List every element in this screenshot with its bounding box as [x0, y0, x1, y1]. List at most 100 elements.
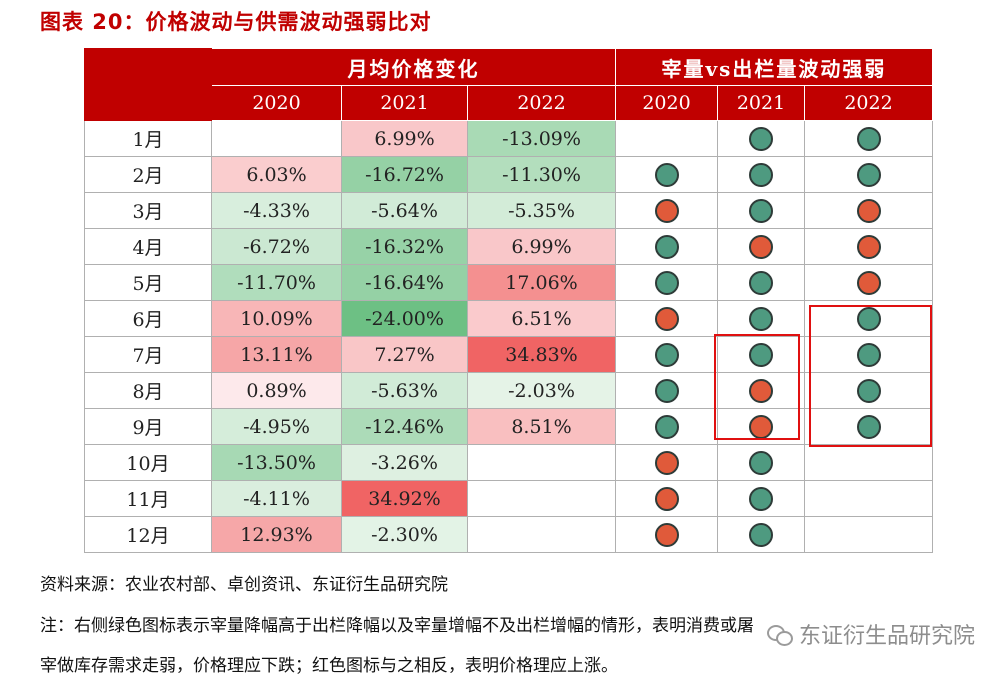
green-circle-icon	[654, 234, 679, 259]
supply-strength-cell	[804, 228, 933, 265]
price-change-cell: 6.99%	[467, 228, 616, 265]
price-change-cell: 6.99%	[341, 120, 468, 157]
month-cell: 7月	[84, 336, 212, 373]
supply-strength-cell	[615, 336, 718, 373]
price-change-cell: 34.83%	[467, 336, 616, 373]
price-change-cell: 34.92%	[341, 480, 468, 517]
red-circle-icon	[856, 270, 881, 295]
green-circle-icon	[654, 342, 679, 367]
table-row: 9月 -4.95% -12.46% 8.51%	[84, 408, 933, 445]
month-cell: 1月	[84, 120, 212, 157]
table-row: 12月 12.93% -2.30%	[84, 516, 933, 553]
header-corner-lower	[84, 85, 212, 121]
table-row: 11月 -4.11% 34.92%	[84, 480, 933, 517]
supply-strength-cell	[717, 336, 805, 373]
red-circle-icon	[749, 234, 773, 259]
supply-strength-cell	[615, 228, 718, 265]
table-row: 10月 -13.50% -3.26%	[84, 444, 933, 481]
table-row: 4月 -6.72% -16.32% 6.99%	[84, 228, 933, 265]
month-cell: 12月	[84, 516, 212, 553]
supply-strength-cell	[615, 480, 718, 517]
green-circle-icon	[749, 270, 773, 295]
green-circle-icon	[856, 126, 881, 151]
price-change-cell: 12.93%	[211, 516, 342, 553]
supply-strength-cell	[615, 300, 718, 337]
supply-strength-cell	[615, 516, 718, 553]
supply-strength-cell	[717, 516, 805, 553]
price-change-cell: 6.03%	[211, 156, 342, 193]
supply-strength-cell	[804, 444, 933, 481]
price-change-cell	[211, 120, 342, 157]
supply-strength-cell	[717, 264, 805, 301]
green-circle-icon	[749, 162, 773, 187]
price-change-cell: -2.30%	[341, 516, 468, 553]
supply-strength-cell	[804, 480, 933, 517]
green-circle-icon	[749, 306, 773, 331]
price-change-cell	[467, 444, 616, 481]
price-change-cell: -4.33%	[211, 192, 342, 229]
green-circle-icon	[856, 342, 881, 367]
supply-strength-cell	[717, 156, 805, 193]
month-cell: 6月	[84, 300, 212, 337]
table-row: 8月 0.89% -5.63% -2.03%	[84, 372, 933, 409]
red-circle-icon	[749, 378, 773, 403]
supply-strength-cell	[717, 300, 805, 337]
price-change-cell: -13.09%	[467, 120, 616, 157]
supply-strength-cell	[804, 264, 933, 301]
supply-strength-cell	[804, 120, 933, 157]
highlight-box-2021	[714, 334, 800, 440]
header-price-year: 2021	[341, 85, 468, 121]
green-circle-icon	[749, 450, 773, 475]
header-price-year: 2020	[211, 85, 342, 121]
price-change-cell: 7.27%	[341, 336, 468, 373]
red-circle-icon	[749, 414, 773, 439]
supply-strength-cell	[804, 372, 933, 409]
price-change-cell: -11.70%	[211, 264, 342, 301]
green-circle-icon	[856, 378, 881, 403]
supply-strength-cell	[615, 408, 718, 445]
price-change-cell: 13.11%	[211, 336, 342, 373]
red-circle-icon	[856, 234, 881, 259]
watermark: 东证衍生品研究院	[766, 618, 975, 650]
month-cell: 2月	[84, 156, 212, 193]
green-circle-icon	[654, 270, 679, 295]
supply-strength-cell	[717, 480, 805, 517]
source-line: 资料来源：农业农村部、卓创资讯、东证衍生品研究院	[40, 575, 448, 595]
green-circle-icon	[749, 522, 773, 547]
supply-strength-cell	[615, 192, 718, 229]
price-change-cell: 6.51%	[467, 300, 616, 337]
month-cell: 10月	[84, 444, 212, 481]
comparison-table: 月均价格变化 宰量vs出栏量波动强弱 2020 2021 2022 2020 2…	[84, 48, 933, 553]
price-change-cell: -2.03%	[467, 372, 616, 409]
month-cell: 11月	[84, 480, 212, 517]
green-circle-icon	[749, 126, 773, 151]
table-row: 1月 6.99% -13.09%	[84, 120, 933, 157]
supply-strength-cell	[615, 372, 718, 409]
price-change-cell	[467, 516, 616, 553]
price-change-cell: -11.30%	[467, 156, 616, 193]
month-cell: 5月	[84, 264, 212, 301]
price-change-cell: -16.72%	[341, 156, 468, 193]
price-change-cell: 8.51%	[467, 408, 616, 445]
price-change-cell: -3.26%	[341, 444, 468, 481]
note-line-1: 注：右侧绿色图标表示宰量降幅高于出栏降幅以及宰量增幅不及出栏增幅的情形，表明消费…	[40, 616, 754, 636]
price-change-cell: 17.06%	[467, 264, 616, 301]
header-corner	[84, 48, 212, 86]
header-price-year: 2022	[467, 85, 616, 121]
red-circle-icon	[654, 198, 679, 223]
supply-strength-cell	[615, 120, 718, 157]
supply-strength-cell	[804, 516, 933, 553]
green-circle-icon	[654, 414, 679, 439]
supply-strength-cell	[615, 156, 718, 193]
header-price-group: 月均价格变化	[211, 48, 616, 86]
price-change-cell	[467, 480, 616, 517]
table-body: 1月 6.99% -13.09% 2月 6.03% -16.72% -11.30% 3月 -4.…	[84, 120, 933, 553]
month-cell: 4月	[84, 228, 212, 265]
watermark-text: 东证衍生品研究院	[798, 624, 975, 649]
table-row: 3月 -4.33% -5.64% -5.35%	[84, 192, 933, 229]
month-cell: 3月	[84, 192, 212, 229]
table-row: 5月 -11.70% -16.64% 17.06%	[84, 264, 933, 301]
month-cell: 9月	[84, 408, 212, 445]
red-circle-icon	[654, 450, 679, 475]
supply-strength-cell	[615, 444, 718, 481]
